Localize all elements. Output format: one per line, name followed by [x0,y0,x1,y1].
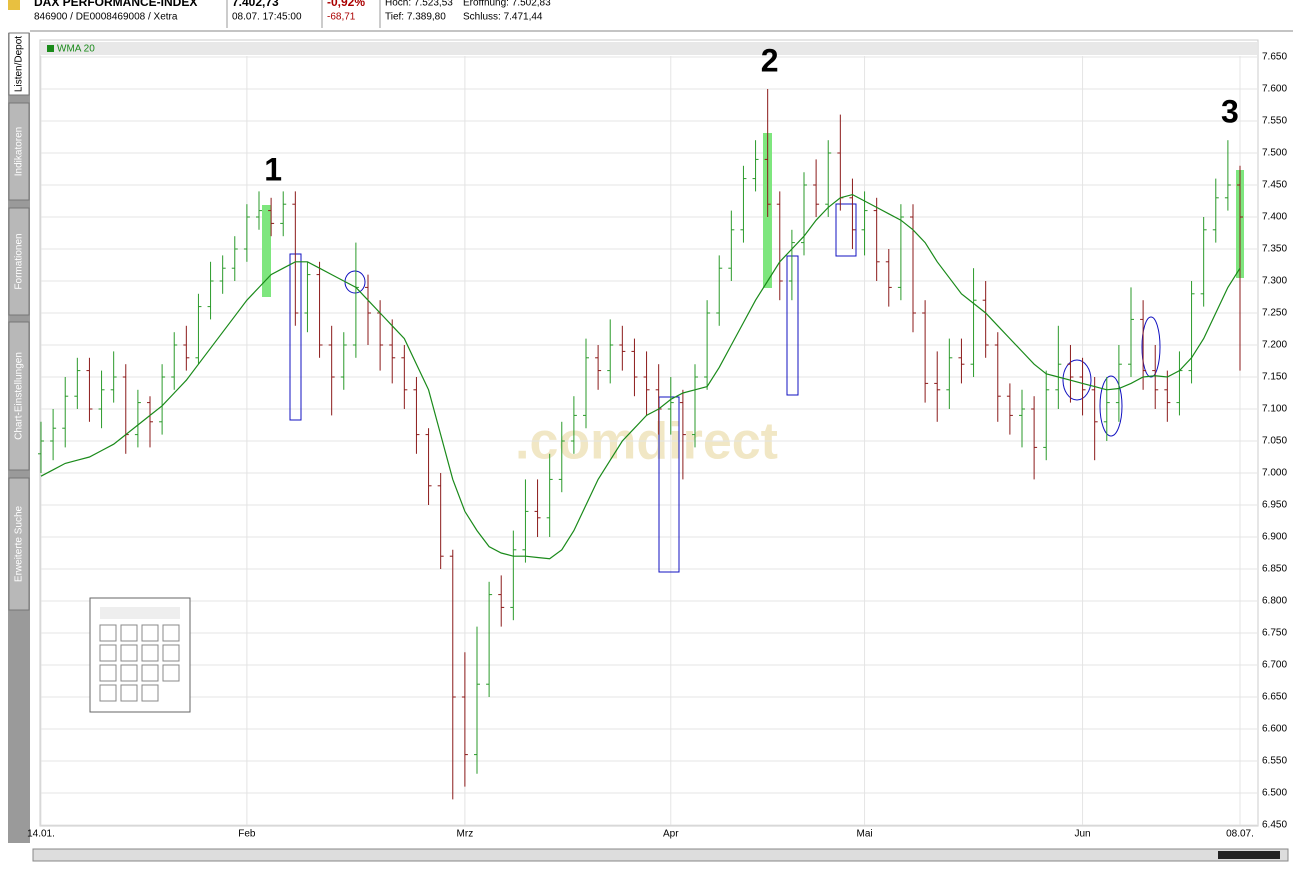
sidebar-tab-label: Erweiterte Suche [14,505,25,582]
grid [40,56,1257,826]
toolbox [89,597,191,713]
annotation: 3 [1221,94,1239,130]
y-tick-label: 7.400 [1262,212,1287,223]
y-tick-label: 6.800 [1262,596,1287,607]
legend-label: WMA 20 [57,44,95,55]
legend-bar [41,42,1257,55]
x-tick-label: Mrz [457,829,474,840]
tool[interactable] [141,624,159,642]
sidebar-tab[interactable] [8,102,30,201]
y-tick-label: 7.350 [1262,244,1287,255]
tool[interactable] [120,684,138,702]
y-tick-label: 6.600 [1262,724,1287,735]
tool[interactable] [141,664,159,682]
low: Tief: 7.389,80 [385,12,446,23]
open: Eröffnung: 7.502,83 [463,0,551,9]
y-tick-label: 7.200 [1262,340,1287,351]
plot-area [39,39,1259,827]
y-tick-label: 7.050 [1262,436,1287,447]
signal-box [786,255,799,396]
scrollbar[interactable] [32,848,1289,862]
y-tick-label: 6.850 [1262,564,1287,575]
header-bg [0,0,1293,30]
x-tick-label: Feb [238,829,256,840]
y-tick-label: 6.900 [1262,532,1287,543]
y-tick-label: 7.450 [1262,180,1287,191]
legend-swatch [47,45,54,52]
toolbox-title [100,607,180,619]
annotation: 1 [264,151,282,187]
tool[interactable] [99,644,117,662]
y-tick-label: 6.650 [1262,692,1287,703]
tabs: Listen/Depot Indikatoren Formationen Chart-… [8,32,30,611]
scroll-thumb[interactable] [1218,851,1280,859]
y-tick-label: 6.550 [1262,756,1287,767]
change-pct: -0,92% [327,0,365,9]
sidebar-tab-label: Chart-Einstellungen [14,352,25,440]
watermark: .comdirect [515,413,778,471]
sidebar-tab[interactable] [8,32,30,96]
sidebar-tab-label: Formationen [14,233,25,289]
sidebar-tab-label: Indikatoren [14,127,25,176]
y-tick-label: 7.250 [1262,308,1287,319]
y-tick-label: 7.500 [1262,148,1287,159]
sidebar-tab[interactable] [8,207,30,316]
y-tick-label: 6.950 [1262,500,1287,511]
x-tick-label: 08.07. [1226,829,1254,840]
y-tick-label: 7.150 [1262,372,1287,383]
index-title: DAX PERFORMANCE-INDEX [34,0,197,9]
y-tick-label: 7.550 [1262,116,1287,127]
tool[interactable] [162,644,180,662]
tool[interactable] [99,664,117,682]
y-tick-label: 7.000 [1262,468,1287,479]
signal-ring [1062,359,1092,401]
x-tick-label: 14.01. [27,829,55,840]
y-tick-label: 6.700 [1262,660,1287,671]
y-tick-label: 6.500 [1262,788,1287,799]
marks [38,89,1243,800]
tool[interactable] [120,644,138,662]
price: 7.402,73 [232,0,279,9]
time: 08.07. 17:45:00 [232,12,302,23]
sidebar-tab-label: Listen/Depot [14,36,25,92]
tool[interactable] [99,684,117,702]
signal-box [835,203,857,257]
y-tick-label: 6.450 [1262,820,1287,831]
tool[interactable] [99,624,117,642]
annotation: 2 [761,42,779,78]
y-tick-label: 7.100 [1262,404,1287,415]
tool[interactable] [120,664,138,682]
x-tick-label: Jun [1074,829,1090,840]
tool[interactable] [120,624,138,642]
wma-line [40,193,1241,560]
highlight [262,205,271,297]
y-tick-label: 7.650 [1262,52,1287,63]
x-tick-label: Mai [856,829,872,840]
high: Hoch: 7.523,53 [385,0,453,9]
y-tick-label: 7.600 [1262,84,1287,95]
close: Schluss: 7.471,44 [463,12,543,23]
index-id: 846900 / DE0008469008 / Xetra [34,12,178,23]
tool[interactable] [141,684,159,702]
sidebar-tab[interactable] [8,321,30,471]
x-tick-label: Apr [663,829,679,840]
signal-ring [1141,316,1161,378]
tool[interactable] [162,624,180,642]
change-abs: -68,71 [327,12,356,23]
signal-box [658,396,680,573]
tool[interactable] [141,644,159,662]
sidebar-tab[interactable] [8,477,30,611]
signal-ring [1099,375,1123,437]
y-tick-label: 6.750 [1262,628,1287,639]
tool[interactable] [162,664,180,682]
icon [8,0,20,10]
y-tick-label: 7.300 [1262,276,1287,287]
